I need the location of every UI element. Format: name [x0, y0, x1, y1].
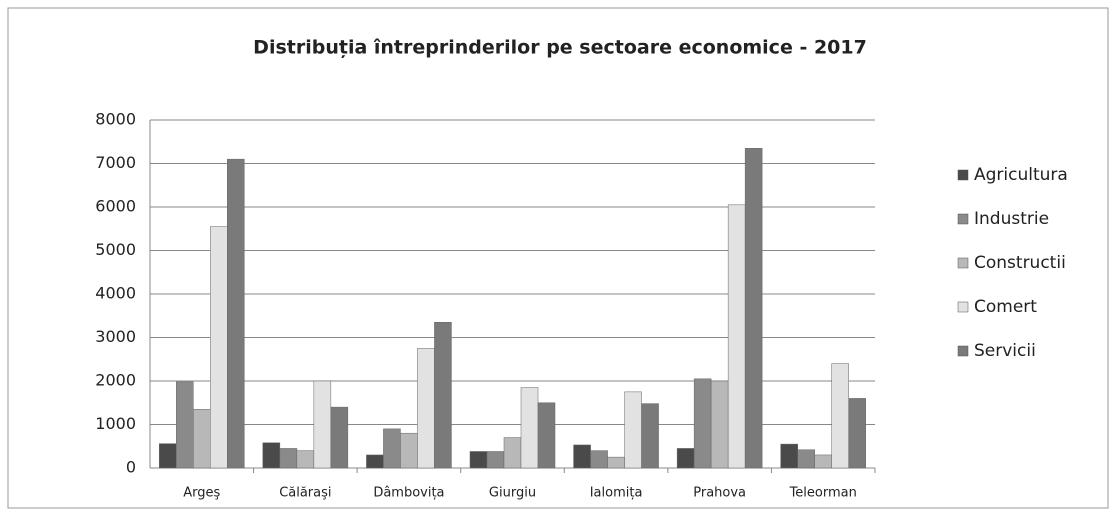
bar	[537, 402, 556, 469]
chart-border	[7, 7, 1109, 509]
legend-label: Servicii	[974, 341, 1036, 361]
legend-swatch	[957, 169, 969, 181]
bar	[417, 348, 435, 469]
y-tick-label: 4000	[95, 284, 136, 303]
bar	[193, 409, 211, 469]
x-tick-label: Dâmbovița	[373, 486, 444, 501]
bar	[486, 451, 505, 469]
y-tick-label: 1000	[95, 414, 136, 433]
x-tick-label: Argeş	[183, 486, 220, 501]
bar	[727, 204, 746, 469]
bar	[744, 148, 763, 469]
bar	[313, 380, 332, 469]
bar	[227, 158, 245, 469]
legend-swatch	[957, 345, 969, 357]
bar	[434, 322, 452, 469]
legend-label: Industrie	[974, 209, 1049, 229]
bar	[831, 363, 849, 469]
bar	[210, 226, 228, 469]
bar	[848, 398, 866, 469]
bar	[366, 454, 384, 469]
bar	[693, 378, 712, 469]
bar	[814, 454, 832, 469]
y-tick-label: 7000	[95, 153, 136, 172]
y-tick-label: 8000	[95, 110, 136, 129]
legend-label: Comert	[974, 297, 1037, 317]
x-tick-label: Giurgiu	[489, 486, 536, 501]
bar	[503, 437, 522, 469]
legend-swatch	[957, 301, 969, 313]
bar	[797, 449, 815, 469]
bar	[159, 443, 177, 469]
bar	[262, 442, 281, 469]
bar	[520, 387, 539, 469]
chart-title: Distribuția întreprinderilor pe sectoare…	[253, 37, 867, 59]
legend-label: Agricultura	[974, 165, 1068, 185]
y-tick-label: 5000	[95, 240, 136, 259]
bar	[176, 381, 194, 469]
y-tick-label: 6000	[95, 197, 136, 216]
bar	[676, 448, 695, 469]
legend-swatch	[957, 257, 969, 269]
bar	[710, 380, 729, 469]
bar	[641, 403, 659, 469]
y-tick-label: 2000	[95, 371, 136, 390]
x-tick-label: Prahova	[693, 486, 746, 501]
y-tick-label: 3000	[95, 327, 136, 346]
bar	[400, 432, 418, 469]
x-tick-label: Ialomița	[590, 486, 643, 501]
bar	[573, 444, 591, 469]
bar	[590, 450, 608, 469]
legend-swatch	[957, 213, 969, 225]
bar	[279, 448, 298, 469]
x-tick-label: Călăraşi	[279, 486, 331, 501]
bar	[607, 456, 625, 469]
x-tick-label: Teleorman	[789, 486, 857, 501]
legend-label: Constructii	[974, 253, 1066, 273]
bar	[383, 428, 401, 469]
bar	[624, 391, 642, 469]
bar	[469, 451, 488, 469]
bar	[330, 406, 349, 469]
bar	[296, 450, 315, 469]
bar	[780, 443, 798, 469]
y-tick-label: 0	[126, 458, 136, 477]
